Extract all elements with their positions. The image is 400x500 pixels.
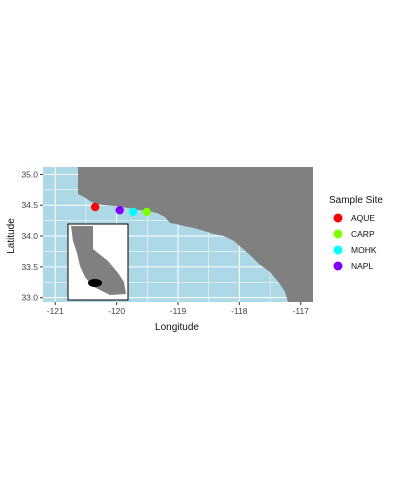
legend-key-carp [333,229,343,239]
land-mass [78,167,313,302]
x-tick-label: -120 [108,306,125,316]
y-axis: 33.0 33.5 34.0 34.5 35.0 [21,169,43,303]
x-tick-label: -119 [170,306,187,316]
x-tick-label: -117 [293,306,310,316]
sample-site-points [90,202,151,217]
point-carp [142,207,151,217]
y-tick-label: 33.0 [21,293,38,303]
y-tick-label: 33.5 [21,262,38,272]
legend-label-aque: AQUE [351,213,375,223]
map-panel [43,167,313,302]
california-shape [71,226,126,295]
legend-label-napl: NAPL [351,261,373,271]
x-tick-label: -121 [47,306,64,316]
legend-label-carp: CARP [351,229,375,239]
study-region-marker [88,279,102,287]
legend-key-aque [333,213,343,223]
y-tick-label: 34.0 [21,231,38,241]
point-aque [90,202,100,212]
legend-label-mohk: MOHK [351,245,377,255]
y-tick-label: 35.0 [21,169,38,179]
legend-key-mohk [333,245,343,255]
point-mohk [129,207,138,217]
x-axis-title: Longitude [155,322,199,333]
legend-key-napl [333,261,343,271]
legend-items: AQUE CARP MOHK NAPL [333,213,377,271]
point-napl [115,205,124,215]
y-axis-title: Latitude [6,218,17,254]
x-tick-label: -118 [231,306,248,316]
x-axis: -121 -120 -119 -118 -117 [47,302,309,316]
california-inset-map-icon [67,223,129,301]
y-tick-label: 34.5 [21,200,38,210]
legend: Sample Site AQUE CARP MOHK NAPL [329,195,383,271]
legend-title: Sample Site [329,195,383,206]
